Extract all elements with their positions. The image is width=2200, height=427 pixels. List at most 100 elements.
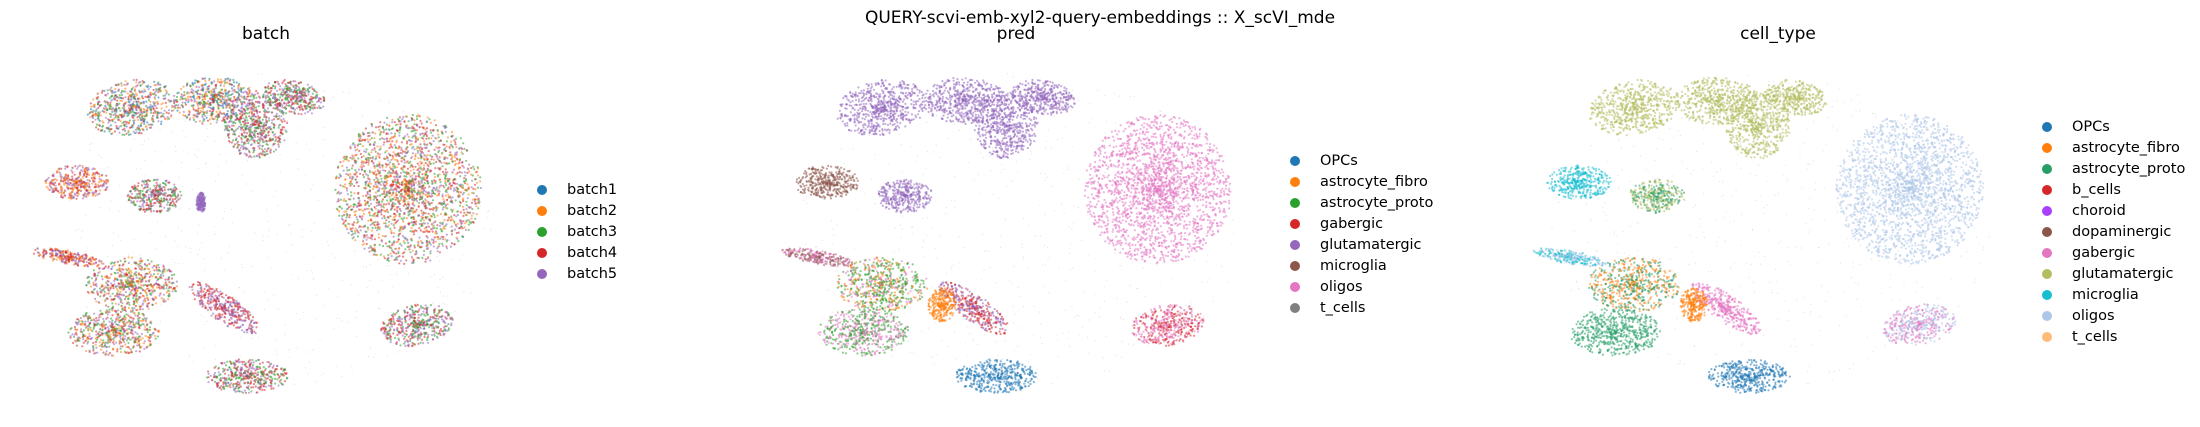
- background-point: [173, 117, 175, 119]
- point: [142, 200, 146, 203]
- background-point: [338, 317, 340, 320]
- point: [118, 269, 122, 272]
- point: [121, 302, 124, 305]
- point: [159, 192, 163, 195]
- point: [303, 97, 306, 100]
- point: [198, 86, 201, 89]
- point: [206, 110, 209, 113]
- point: [142, 342, 146, 345]
- point: [132, 121, 135, 124]
- point: [184, 114, 187, 117]
- point: [159, 89, 162, 92]
- point: [288, 110, 291, 113]
- point: [96, 293, 100, 296]
- point: [252, 147, 255, 150]
- point: [239, 128, 243, 131]
- background-point: [256, 383, 258, 385]
- point: [253, 123, 256, 126]
- point: [142, 187, 145, 190]
- point: [74, 340, 78, 343]
- point: [95, 330, 98, 333]
- background-point: [311, 270, 313, 272]
- point: [244, 148, 247, 151]
- background-point: [472, 197, 474, 199]
- point: [155, 199, 158, 202]
- point: [73, 252, 77, 255]
- point: [244, 127, 247, 130]
- point: [175, 95, 178, 99]
- background-point: [174, 145, 176, 147]
- point: [96, 336, 99, 339]
- point: [140, 184, 143, 187]
- point: [149, 187, 152, 190]
- point: [168, 181, 171, 184]
- point: [43, 248, 46, 251]
- point: [110, 298, 113, 301]
- point: [132, 278, 135, 281]
- background-point: [190, 251, 192, 253]
- point: [96, 265, 99, 268]
- point: [250, 138, 253, 141]
- point: [54, 184, 57, 187]
- point: [98, 344, 101, 348]
- point: [142, 91, 145, 94]
- point: [86, 179, 89, 182]
- point: [125, 122, 128, 125]
- point: [231, 100, 234, 103]
- point: [253, 106, 256, 109]
- point: [71, 175, 74, 178]
- point: [254, 332, 257, 335]
- background-point: [99, 207, 101, 209]
- point: [117, 127, 120, 130]
- point: [191, 283, 194, 286]
- point: [98, 259, 101, 262]
- background-point: [182, 130, 184, 132]
- point: [133, 196, 136, 200]
- point: [104, 352, 107, 355]
- point: [86, 315, 89, 318]
- point: [65, 182, 68, 185]
- point: [95, 185, 98, 188]
- point: [105, 304, 108, 307]
- point: [50, 182, 53, 185]
- point: [123, 124, 126, 127]
- point: [265, 116, 268, 119]
- background-point: [182, 293, 184, 295]
- point: [228, 94, 231, 97]
- point: [48, 188, 51, 192]
- point: [233, 143, 237, 146]
- point: [253, 103, 256, 106]
- background-point: [180, 230, 183, 232]
- point: [149, 179, 152, 182]
- point: [100, 285, 103, 288]
- point: [52, 182, 55, 185]
- point: [93, 272, 96, 275]
- point: [276, 102, 279, 105]
- point: [198, 101, 201, 104]
- point: [141, 114, 144, 117]
- point: [240, 91, 243, 94]
- point: [108, 351, 112, 355]
- point: [193, 298, 196, 301]
- point: [97, 186, 100, 189]
- background-point: [439, 260, 441, 262]
- point: [82, 341, 85, 344]
- background-point: [184, 136, 187, 138]
- point: [167, 99, 170, 102]
- point: [52, 190, 55, 193]
- point: [130, 289, 133, 292]
- background-point: [136, 265, 138, 267]
- point: [132, 303, 136, 306]
- point: [308, 86, 311, 89]
- point: [212, 99, 215, 102]
- point: [251, 101, 254, 104]
- point: [110, 108, 113, 111]
- point: [287, 81, 290, 84]
- point: [51, 252, 54, 255]
- point: [230, 120, 233, 123]
- point: [251, 98, 254, 102]
- point: [264, 127, 267, 130]
- point: [265, 143, 268, 146]
- background-point: [323, 126, 325, 128]
- background-point: [184, 120, 186, 122]
